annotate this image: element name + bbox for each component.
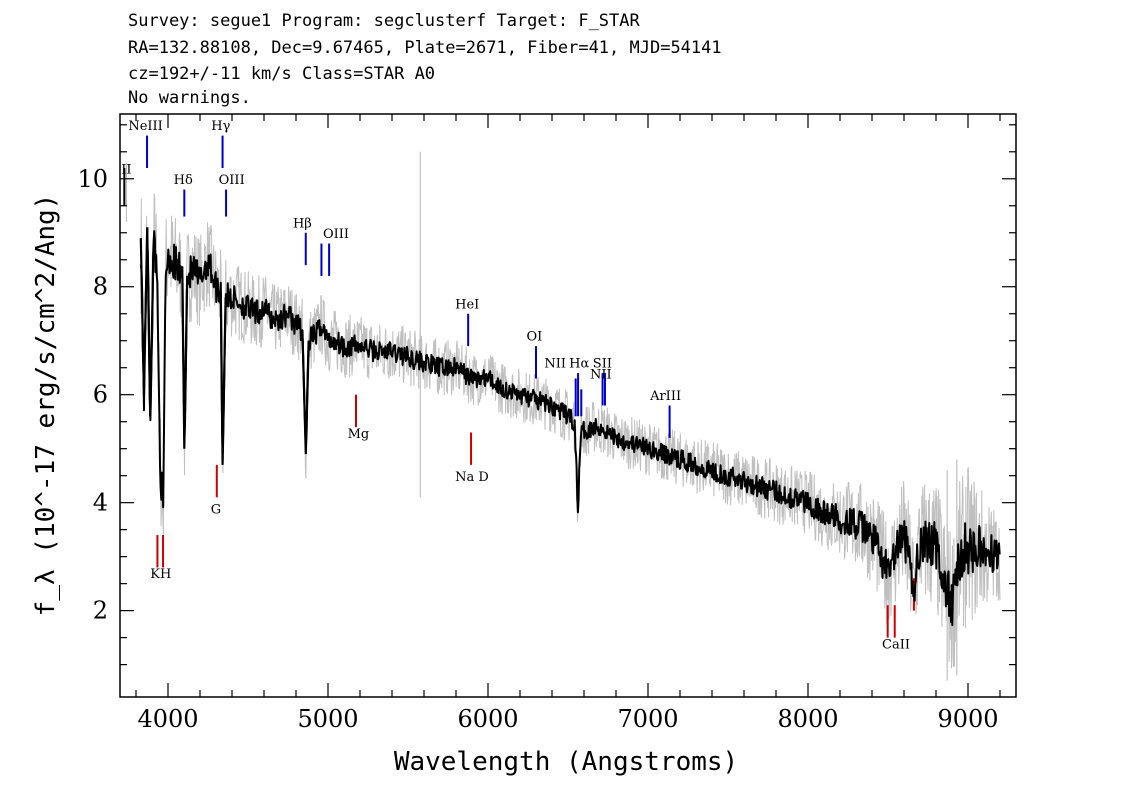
spectral-line-label: Hγ	[211, 119, 230, 134]
absorption-dip	[301, 329, 310, 455]
y-tick-label: 6	[93, 381, 108, 409]
y-tick-label: 4	[93, 489, 108, 517]
spectral-line-label: Hβ	[293, 216, 312, 231]
y-tick-label: 8	[93, 273, 108, 301]
spectral-line-label: G	[211, 502, 221, 517]
uncertainty-trace	[140, 193, 1001, 669]
spectral-line-markers	[123, 135, 915, 638]
flux-line	[139, 230, 1001, 627]
x-axis-label: Wavelength (Angstroms)	[394, 747, 738, 777]
spectral-line-label: OIII	[323, 227, 349, 242]
spectral-line-label: OIII	[219, 173, 245, 188]
spectral-line-label: NII	[544, 357, 566, 372]
x-tick-label: 4000	[137, 705, 198, 733]
spectral-line-label: Hα	[569, 357, 589, 372]
spectral-line-label: Hδ	[174, 173, 193, 188]
spectral-line-label: KH	[150, 567, 171, 582]
absorption-dip	[139, 227, 149, 395]
header-line-3: cz=192+/-11 km/s Class=STAR A0	[128, 64, 435, 84]
spectral-line-label: OI	[527, 330, 543, 345]
x-tick-label: 5000	[297, 705, 358, 733]
header-line-4: No warnings.	[128, 88, 251, 108]
spectral-line-label: II	[121, 162, 131, 177]
y-tick-label: 2	[93, 597, 108, 625]
header-line-1: Survey: segue1 Program: segclusterf Targ…	[128, 11, 641, 31]
spectral-line-label: SII	[593, 357, 612, 372]
spectral-line-label: Mg	[348, 427, 370, 442]
absorption-dip	[146, 227, 155, 417]
axis-ticks: 4000 5000 6000 7000 8000 9000 2 4 6 8 10	[77, 114, 1016, 733]
y-tick-label: 10	[77, 165, 108, 193]
header-line-2: RA=132.88108, Dec=9.67465, Plate=2671, F…	[128, 38, 722, 58]
x-tick-label: 8000	[777, 705, 838, 733]
spectral-line-label: HeI	[455, 297, 479, 312]
spectral-line-label: Na D	[455, 470, 489, 485]
spectral-line-label: NII	[590, 368, 612, 383]
absorption-dip	[219, 292, 227, 465]
x-tick-label: 7000	[617, 705, 678, 733]
flux-series	[139, 227, 1001, 627]
x-tick-label: 6000	[457, 705, 518, 733]
x-tick-label: 9000	[937, 705, 998, 733]
spectral-line-label: ArIII	[649, 389, 681, 404]
spectral-line-label: CaII	[882, 637, 910, 652]
spectral-line-label: NeIII	[128, 119, 162, 134]
y-axis-label: f_λ (10^-17 erg/s/cm^2/Ang)	[31, 194, 61, 617]
absorption-dip	[181, 275, 189, 449]
plot-frame	[119, 113, 1017, 698]
